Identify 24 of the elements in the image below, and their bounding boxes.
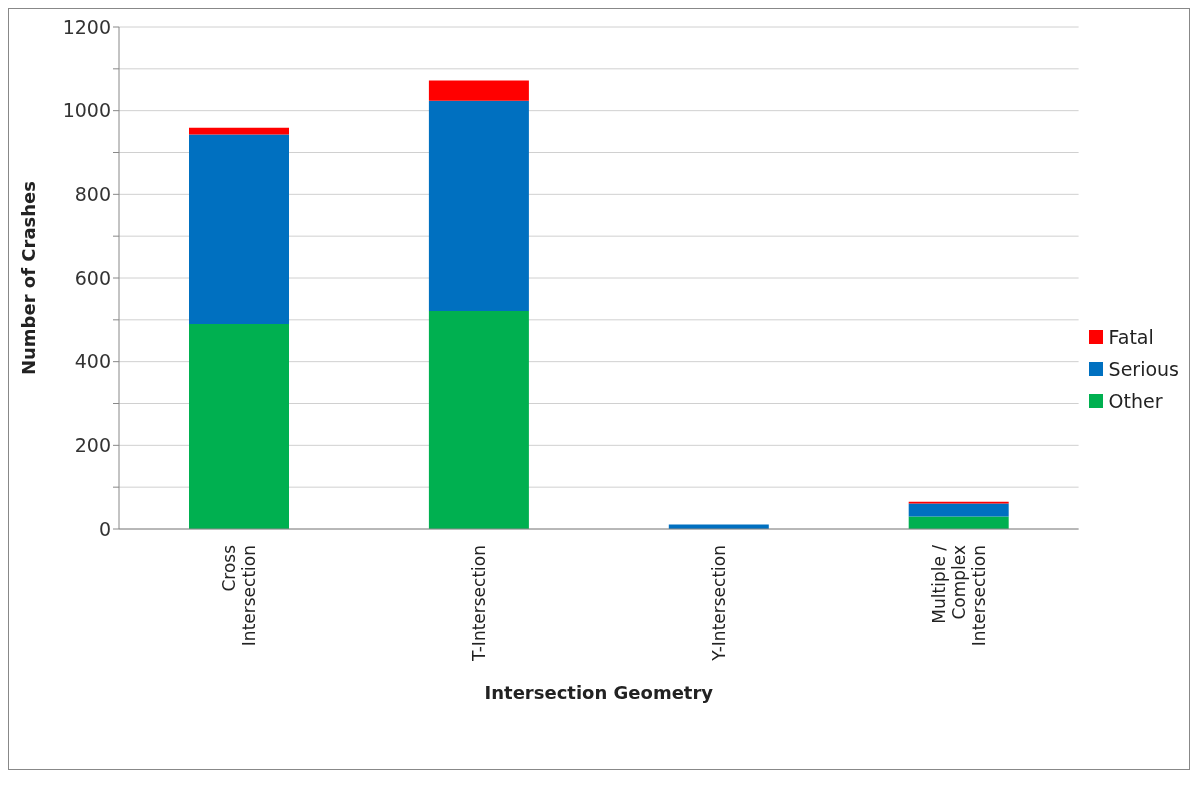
- bar: [189, 324, 289, 529]
- legend-label: Fatal: [1108, 326, 1154, 348]
- y-axis-title: Number of Crashes: [18, 180, 40, 376]
- y-tick-label: 1000: [62, 99, 111, 122]
- x-axis-title: Intersection Geometry: [484, 682, 714, 703]
- bar: [189, 127, 289, 135]
- x-tick-label: T-Intersection: [468, 545, 489, 663]
- y-tick-label: 600: [74, 266, 111, 289]
- bar: [428, 80, 529, 101]
- legend-label: Other: [1108, 390, 1163, 412]
- x-tick-label: Cross Intersection: [218, 544, 259, 647]
- bar: [189, 134, 289, 325]
- x-tick-label: Y-Intersection: [708, 545, 729, 662]
- y-tick-label: 1200: [62, 15, 111, 38]
- y-tick-label: 200: [74, 434, 111, 457]
- y-tick-label: 800: [74, 183, 111, 206]
- x-tick-label: Multiple / Complex Intersection: [928, 544, 989, 647]
- legend-label: Serious: [1108, 358, 1179, 380]
- bar: [428, 311, 529, 529]
- y-tick-label: 400: [74, 350, 111, 373]
- bar: [908, 503, 1009, 517]
- y-tick-label: 0: [98, 517, 111, 540]
- bar: [428, 100, 529, 312]
- bar: [908, 516, 1009, 529]
